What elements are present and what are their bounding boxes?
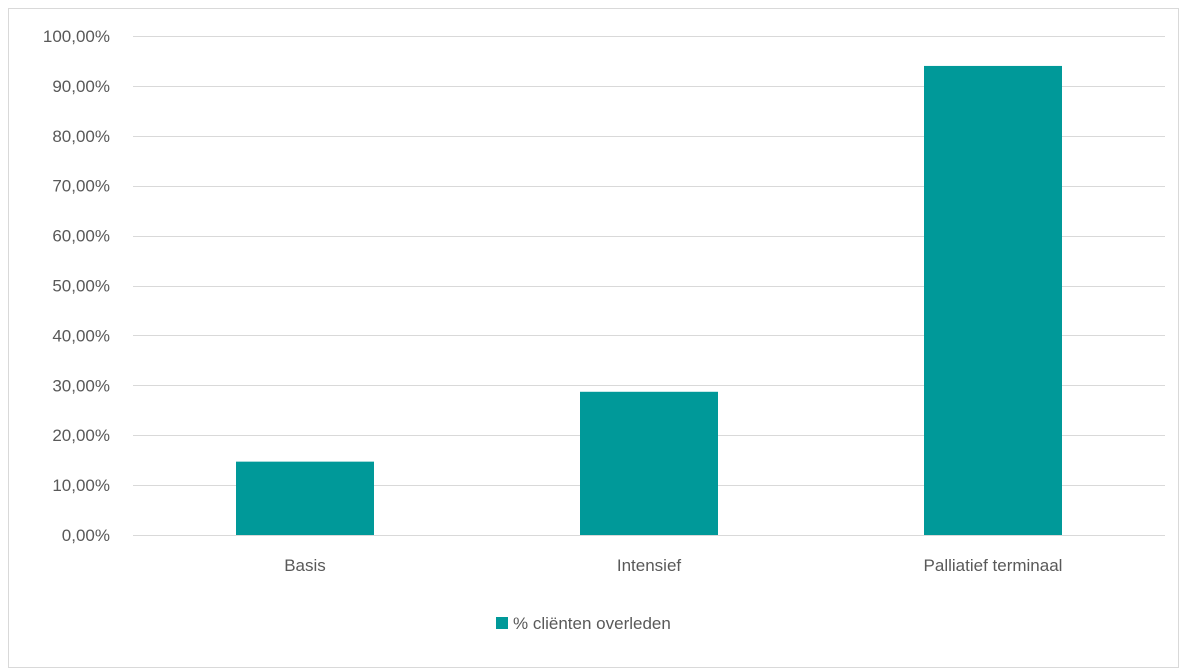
x-axis-tick-labels: Basis Intensief Palliatief terminaal <box>284 556 1062 575</box>
y-tick-label: 30,00% <box>52 376 110 395</box>
x-tick-label: Intensief <box>617 556 682 575</box>
x-tick-label: Palliatief terminaal <box>924 556 1063 575</box>
bar-palliatief-terminaal <box>924 65 1062 535</box>
y-tick-label: 20,00% <box>52 426 110 445</box>
y-tick-label: 70,00% <box>52 177 110 196</box>
bar-intensief <box>580 391 718 535</box>
y-tick-label: 10,00% <box>52 476 110 495</box>
bars <box>236 65 1062 535</box>
y-tick-label: 0,00% <box>62 526 110 545</box>
legend-swatch <box>496 617 508 629</box>
y-tick-label: 100,00% <box>43 27 110 46</box>
y-tick-label: 80,00% <box>52 127 110 146</box>
y-tick-label: 40,00% <box>52 326 110 345</box>
legend-label: % cliënten overleden <box>513 614 671 633</box>
legend: % cliënten overleden <box>496 614 671 633</box>
x-tick-label: Basis <box>284 556 326 575</box>
y-axis-tick-labels: 0,00% 10,00% 20,00% 30,00% 40,00% 50,00% 60,00… <box>43 27 110 545</box>
y-tick-label: 60,00% <box>52 227 110 246</box>
bar-basis <box>236 461 374 535</box>
y-tick-label: 50,00% <box>52 277 110 296</box>
y-tick-label: 90,00% <box>52 77 110 96</box>
